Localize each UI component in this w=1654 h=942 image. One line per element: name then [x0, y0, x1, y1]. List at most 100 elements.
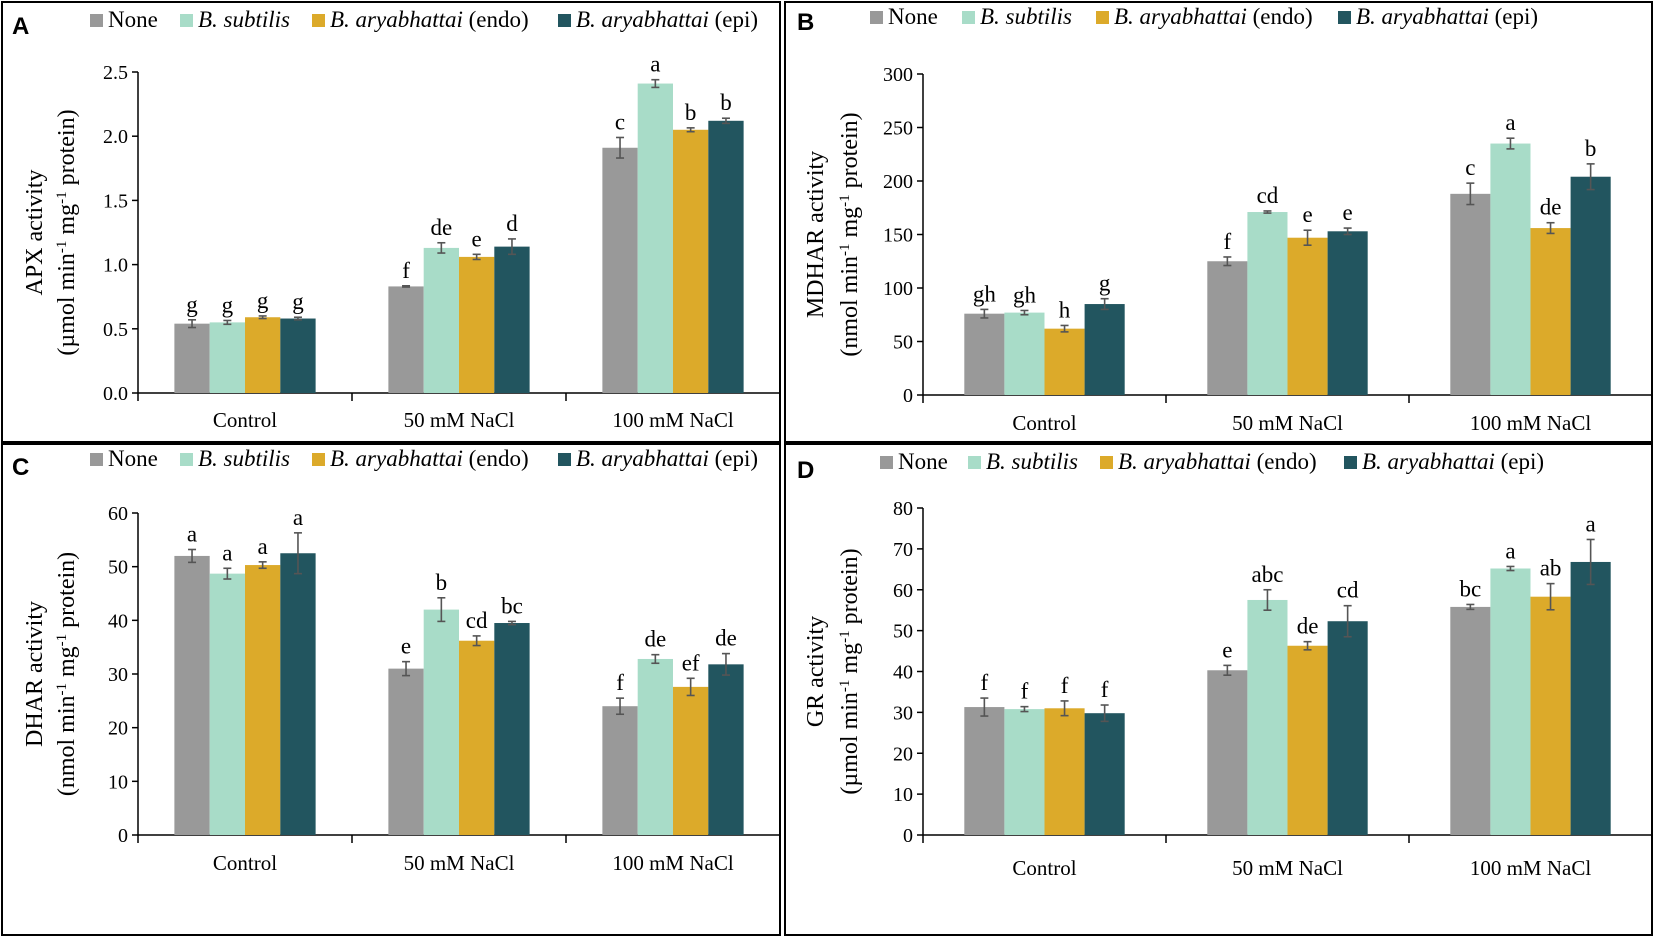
y-axis-title: MDHAR activity: [803, 151, 829, 318]
error-bar: [223, 567, 232, 580]
error-bar: [1586, 538, 1595, 586]
legend-entry: B. aryabhattai (endo): [1118, 449, 1317, 474]
significance-label: g: [186, 292, 198, 317]
significance-label: f: [1021, 679, 1029, 704]
y-axis-units: (µmol min-1 mg-1 protein): [837, 548, 863, 794]
y-tick-label: 50: [893, 621, 913, 643]
bar: [1004, 709, 1045, 835]
error-bar: [686, 677, 695, 697]
significance-label: g: [222, 292, 234, 317]
bar: [1044, 328, 1085, 395]
bar: [1450, 606, 1491, 835]
error-bar: [651, 78, 660, 89]
error-bar: [1223, 664, 1232, 676]
bar: [280, 318, 316, 393]
bar: [1004, 312, 1045, 395]
error-bar: [721, 117, 730, 125]
error-bar: [1060, 700, 1069, 717]
error-bar: [188, 548, 197, 564]
significance-label: b: [685, 100, 697, 125]
bar: [459, 640, 495, 835]
y-tick-label: 10: [893, 784, 913, 806]
bar: [1044, 708, 1085, 835]
error-bar: [1586, 163, 1595, 191]
y-tick-label: 300: [883, 64, 913, 86]
error-bar: [258, 315, 267, 320]
y-tick-label: 0.0: [103, 383, 128, 405]
panel-letter: C: [12, 454, 29, 481]
legend-swatch: [962, 11, 975, 24]
legend-swatch: [312, 453, 325, 466]
bar: [1570, 176, 1611, 395]
y-axis-units: (µmol min-1 mg-1 protein): [54, 109, 80, 355]
significance-label: g: [257, 288, 269, 313]
significance-label: a: [222, 540, 232, 565]
legend-swatch: [1096, 11, 1109, 24]
error-bar: [1506, 565, 1515, 572]
bar: [174, 555, 210, 835]
y-axis-units: (nmol min-1 mg-1 protein): [837, 112, 863, 356]
chart-panel-d: D None B. subtilis B. aryabhattai (endo) B. …: [784, 443, 1653, 936]
bar: [1287, 645, 1328, 835]
bar: [245, 317, 281, 393]
error-bar: [616, 697, 625, 716]
bar: [1207, 261, 1248, 395]
bar: [1450, 193, 1491, 395]
significance-label: f: [616, 670, 624, 695]
y-tick-label: 0: [903, 825, 913, 847]
significance-label: e: [401, 634, 411, 659]
significance-label: a: [187, 521, 197, 546]
legend-swatch: [90, 453, 103, 466]
chart-panel-c: C None B. subtilis B. aryabhattai (endo) B. …: [1, 443, 781, 936]
y-tick-label: 0.5: [103, 319, 128, 341]
x-category-label: Control: [1012, 856, 1076, 880]
bar: [388, 668, 424, 835]
significance-label: a: [293, 505, 303, 530]
error-bar: [1020, 705, 1029, 713]
error-bar: [1466, 603, 1475, 611]
bar: [1327, 621, 1368, 835]
error-bar: [437, 596, 446, 623]
significance-label: d: [506, 211, 518, 236]
x-category-label: 100 mM NaCl: [612, 851, 734, 875]
panel-letter: D: [797, 457, 814, 484]
bar: [1287, 237, 1328, 395]
y-tick-label: 70: [893, 539, 913, 561]
bar: [1207, 670, 1248, 835]
error-bar: [1303, 229, 1312, 246]
y-tick-label: 2.0: [103, 126, 128, 148]
significance-label: abc: [1251, 562, 1283, 587]
significance-label: b: [436, 570, 448, 595]
significance-label: f: [1101, 677, 1109, 702]
bar: [1490, 143, 1531, 395]
significance-label: c: [1465, 155, 1475, 180]
legend-entry: B. aryabhattai (endo): [330, 446, 529, 471]
significance-label: de: [644, 627, 666, 652]
error-bar: [1100, 297, 1109, 311]
y-tick-label: 60: [108, 503, 128, 525]
significance-label: e: [472, 226, 482, 251]
error-bar: [980, 697, 989, 717]
bar: [459, 256, 495, 393]
error-bar: [507, 238, 516, 256]
legend: None B. subtilis B. aryabhattai (endo) B. a…: [90, 446, 758, 471]
error-bar: [1343, 227, 1352, 236]
y-tick-label: 250: [883, 118, 913, 140]
y-tick-label: 80: [893, 498, 913, 520]
significance-label: a: [1586, 511, 1596, 536]
error-bar: [980, 308, 989, 319]
bar: [1490, 568, 1531, 835]
bar: [708, 664, 744, 835]
x-category-label: 50 mM NaCl: [1232, 411, 1343, 435]
error-bar: [1546, 221, 1555, 235]
significance-label: f: [1224, 229, 1232, 254]
significance-label: f: [1061, 673, 1069, 698]
chart-panel-a: A None B. subtilis B. aryabhattai (endo) B. …: [1, 1, 781, 443]
significance-label: h: [1059, 297, 1071, 322]
error-bar: [258, 561, 267, 570]
legend-entry: B. aryabhattai (endo): [1114, 4, 1313, 29]
bar: [423, 247, 459, 393]
error-bar: [402, 660, 411, 677]
significance-label: bc: [501, 593, 523, 618]
